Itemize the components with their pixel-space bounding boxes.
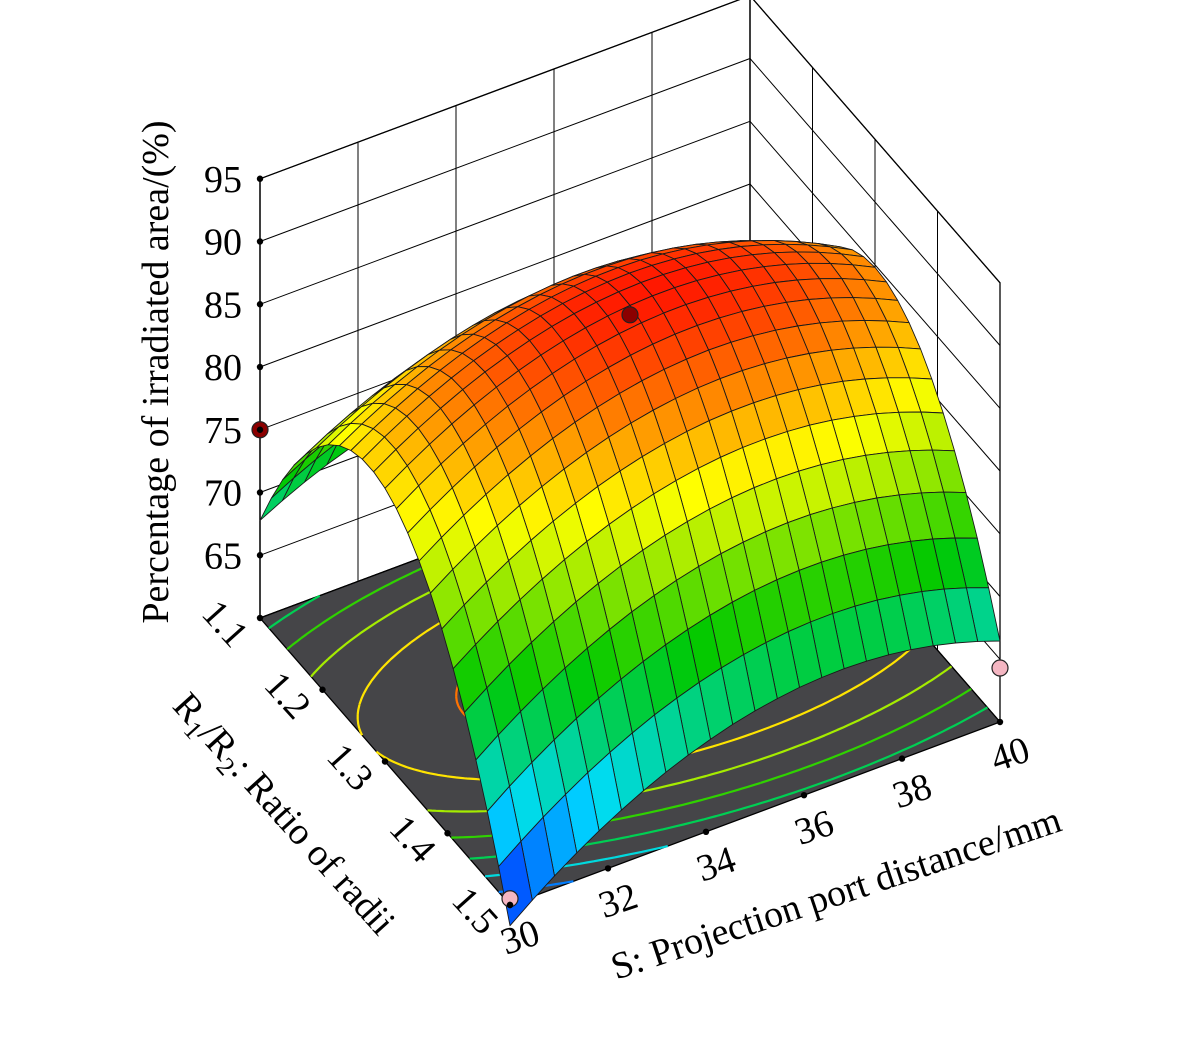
x-tick-mark	[702, 828, 710, 835]
z-tick-label: 90	[204, 222, 242, 264]
x-tick-label: 30	[496, 912, 545, 964]
y-tick-mark	[444, 830, 451, 837]
x-tick-mark	[800, 792, 808, 799]
response-surface	[259, 240, 1001, 927]
z-tick-label: 80	[204, 347, 242, 389]
y-tick-label: 1.1	[193, 592, 256, 655]
z-tick-mark	[256, 552, 264, 559]
x-tick-label: 36	[790, 802, 839, 854]
z-tick-label: 65	[204, 535, 242, 577]
z-axis-label: Percentage of irradiated area/(%)	[135, 120, 177, 623]
surface-cell	[259, 477, 295, 521]
z-tick-label: 75	[204, 410, 242, 452]
z-tick-mark	[256, 363, 264, 371]
z-tick-mark	[256, 301, 264, 308]
x-tick-mark	[604, 865, 612, 872]
design-points	[251, 306, 1009, 908]
x-tick-label: 32	[594, 875, 643, 927]
y-tick-mark	[319, 686, 326, 693]
z-gridline	[259, 0, 1001, 284]
z-tick-mark	[256, 175, 264, 182]
x-tick-label: 40	[986, 729, 1035, 781]
y-tick-mark	[506, 901, 514, 909]
z-tick-label: 85	[204, 284, 242, 326]
z-tick-label: 95	[204, 159, 242, 201]
z-tick-mark	[256, 426, 264, 433]
x-tick-label: 38	[888, 765, 937, 817]
x-tick-mark	[898, 755, 906, 762]
design-point	[991, 659, 1009, 677]
x-tick-mark	[996, 718, 1004, 726]
y-tick-mark	[381, 758, 389, 765]
z-tick-mark	[256, 489, 264, 496]
x-tick-label: 34	[692, 838, 741, 890]
z-tick-mark	[256, 238, 264, 245]
y-tick-mark	[256, 614, 264, 622]
design-point	[621, 306, 639, 324]
z-tick-label: 70	[204, 473, 242, 515]
